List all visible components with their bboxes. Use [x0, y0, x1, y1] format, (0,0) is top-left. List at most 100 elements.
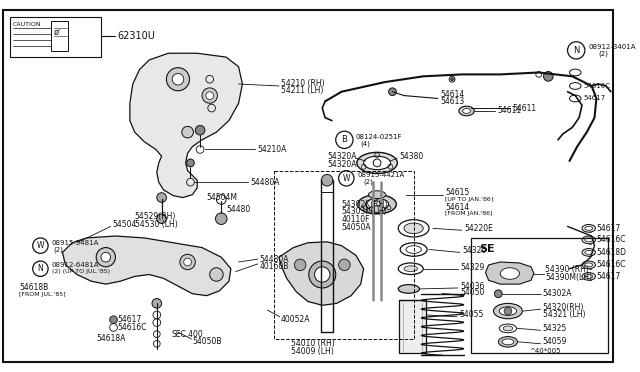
Ellipse shape	[404, 223, 423, 234]
Text: ø: ø	[54, 28, 59, 36]
Circle shape	[157, 193, 166, 202]
Text: 40110F: 40110F	[342, 215, 370, 224]
Circle shape	[216, 213, 227, 224]
Circle shape	[388, 88, 396, 96]
Text: 54036: 54036	[461, 282, 485, 291]
Ellipse shape	[582, 236, 595, 244]
Circle shape	[504, 307, 512, 315]
Text: 54010 (RH): 54010 (RH)	[291, 339, 335, 348]
Text: 54320A: 54320A	[327, 152, 356, 161]
Text: [FROM JAN.'86]: [FROM JAN.'86]	[445, 211, 493, 217]
Text: 54210A: 54210A	[258, 145, 287, 154]
Circle shape	[101, 252, 111, 262]
Ellipse shape	[463, 109, 470, 113]
Text: 54613: 54613	[440, 97, 465, 106]
Text: 54009 (LH): 54009 (LH)	[291, 347, 334, 356]
Text: (2) (UP TO JUL.'85): (2) (UP TO JUL.'85)	[52, 269, 110, 274]
Circle shape	[315, 267, 330, 282]
Circle shape	[543, 71, 553, 81]
Bar	[10, 17, 101, 57]
Text: 54611: 54611	[497, 106, 522, 115]
Ellipse shape	[582, 261, 595, 269]
Text: 54614: 54614	[445, 203, 470, 212]
Ellipse shape	[500, 268, 520, 279]
Ellipse shape	[585, 263, 593, 267]
Text: 54615: 54615	[445, 188, 470, 197]
Ellipse shape	[503, 326, 513, 331]
Circle shape	[96, 248, 115, 267]
Text: 54617: 54617	[584, 96, 606, 102]
Ellipse shape	[358, 195, 396, 214]
Ellipse shape	[585, 250, 593, 254]
Text: 54050A: 54050A	[342, 223, 371, 232]
Text: [UP TO JAN.'86]: [UP TO JAN.'86]	[445, 197, 493, 202]
Ellipse shape	[499, 307, 516, 315]
Ellipse shape	[406, 246, 421, 253]
Text: W: W	[36, 241, 44, 250]
Circle shape	[202, 88, 218, 103]
Text: N: N	[38, 264, 44, 273]
Text: 54390M(LH): 54390M(LH)	[545, 273, 593, 282]
Ellipse shape	[582, 248, 595, 256]
Text: 54220E: 54220E	[465, 224, 493, 233]
Circle shape	[166, 68, 189, 91]
Polygon shape	[279, 242, 364, 305]
Text: 08124-0251F: 08124-0251F	[356, 134, 403, 140]
Text: (2): (2)	[364, 179, 374, 185]
Text: 54616C: 54616C	[117, 323, 147, 332]
Ellipse shape	[502, 339, 514, 345]
Text: 54529(RH): 54529(RH)	[134, 212, 176, 221]
Text: 54480A: 54480A	[250, 178, 280, 187]
Circle shape	[172, 73, 184, 85]
Text: 54614: 54614	[440, 90, 465, 99]
Text: 08915-5481A: 08915-5481A	[52, 240, 99, 246]
Bar	[274, 171, 413, 339]
Text: ^40*005: ^40*005	[529, 349, 561, 355]
Ellipse shape	[582, 273, 595, 280]
Text: 08912-6481A: 08912-6481A	[52, 262, 99, 268]
Text: 54320A: 54320A	[327, 160, 356, 169]
Text: 54320: 54320	[463, 246, 487, 255]
Text: 54617: 54617	[117, 315, 141, 324]
Text: 54618D: 54618D	[596, 248, 627, 257]
Text: (4): (4)	[361, 140, 371, 147]
Ellipse shape	[398, 285, 419, 293]
Text: 54210 (RH): 54210 (RH)	[281, 78, 324, 87]
Text: 54055: 54055	[460, 310, 484, 320]
Text: 54480A: 54480A	[260, 254, 289, 264]
Bar	[399, 301, 426, 353]
Text: 54325: 54325	[543, 324, 567, 333]
Text: 54617: 54617	[596, 224, 621, 233]
Circle shape	[206, 92, 214, 99]
Text: 40160B: 40160B	[260, 262, 289, 271]
Ellipse shape	[369, 191, 386, 199]
Text: 54480: 54480	[226, 205, 250, 214]
Text: CAUTION: CAUTION	[13, 22, 41, 28]
Ellipse shape	[499, 337, 518, 347]
Circle shape	[184, 258, 191, 266]
Circle shape	[210, 268, 223, 281]
Text: 54504: 54504	[113, 220, 137, 229]
Circle shape	[152, 299, 162, 308]
Text: °: °	[58, 30, 60, 35]
Ellipse shape	[582, 224, 595, 232]
Text: 54050: 54050	[461, 288, 485, 297]
Circle shape	[308, 261, 336, 288]
Polygon shape	[486, 262, 534, 284]
Text: 54211 (LH): 54211 (LH)	[281, 86, 323, 95]
Ellipse shape	[585, 275, 593, 278]
Text: 54302K(RH): 54302K(RH)	[342, 200, 388, 209]
Ellipse shape	[369, 206, 385, 212]
Text: 40052A: 40052A	[281, 315, 310, 324]
Circle shape	[182, 126, 193, 138]
Polygon shape	[130, 53, 243, 198]
Ellipse shape	[459, 106, 474, 116]
Circle shape	[157, 214, 166, 224]
Text: 54618B: 54618B	[19, 283, 49, 292]
Text: 54390 (RH): 54390 (RH)	[545, 265, 589, 274]
Text: B: B	[342, 135, 348, 144]
Text: 54380: 54380	[399, 152, 424, 161]
Ellipse shape	[404, 266, 417, 272]
Text: 54320(RH): 54320(RH)	[543, 303, 584, 312]
Text: [FROM JUL.'85]: [FROM JUL.'85]	[19, 292, 66, 297]
